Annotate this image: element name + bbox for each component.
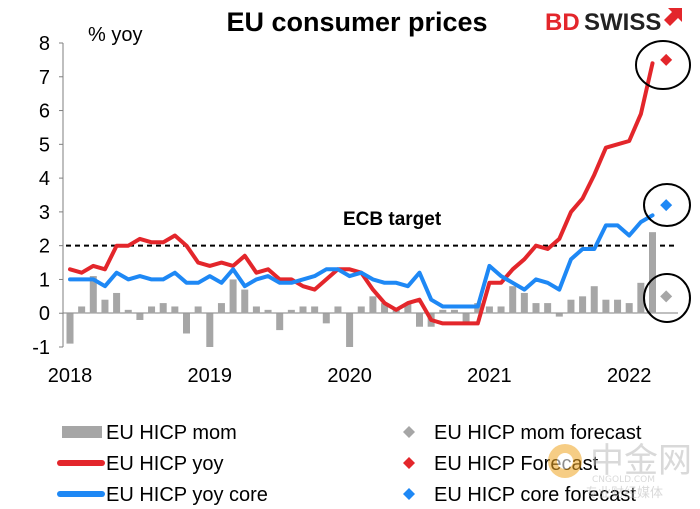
y-tick-label: 8 [39,33,50,55]
mom-bar [66,313,74,344]
mom-bar [509,286,517,314]
mom-bar [439,309,447,314]
mom-bar [369,296,377,314]
logo-bd-text: BD [545,9,580,36]
mom-bar [206,313,214,347]
mom-bar [89,276,97,314]
y-tick-label: 3 [39,202,50,224]
mom-bar [229,279,237,314]
mom-bar [520,292,528,314]
watermark-tagline-text: 专业财经媒体 [585,486,663,501]
mom-bar [311,306,319,314]
watermark-sub-text: CNGOLD.COM [592,475,655,485]
legend-label: EU HICP yoy [106,453,223,475]
x-tick-label: 2020 [327,365,372,387]
legend-label: EU HICP core forecast [434,484,636,506]
mom-bar [183,313,190,334]
y-axis-unit-label: % yoy [88,24,142,46]
mom-bar [194,306,202,314]
logo-arrow-icon [664,8,682,26]
y-tick-label: 7 [39,67,50,89]
mom-bar [276,313,284,331]
mom-bar [614,299,622,314]
mom-bar [404,303,412,314]
mom-bar [113,292,121,314]
y-tick-label: 1 [39,269,50,291]
legend-swatch-diamond [403,488,415,500]
mom-bar [171,306,179,314]
mom-bar [497,306,505,314]
yoy-forecast-marker [660,53,673,66]
legend-label: EU HICP mom [106,422,237,444]
mom-bar [241,289,249,314]
logo-swiss-text: SWISS [584,9,661,36]
legend-swatch-diamond [403,426,415,438]
y-tick-label: 0 [39,303,50,325]
cngold-watermark: 中金网 CNGOLD.COM 专业财经媒体 [548,441,692,501]
x-tick-label: 2018 [48,365,93,387]
chart-title: EU consumer prices [226,7,487,37]
mom-bar [485,306,493,314]
legend-label: EU HICP mom forecast [434,422,642,444]
mom-forecast-marker [660,290,673,303]
ecb-target-label: ECB target [343,209,442,230]
mom-bar [544,303,552,314]
mom-bar [625,303,633,314]
x-tick-label: 2019 [188,365,233,387]
mom-bar [462,313,470,324]
forecast-highlight-circle-mom [643,273,691,323]
mom-bar [124,309,132,314]
mom-bar [299,306,307,314]
watermark-logo-inner-icon [557,453,573,469]
eu-hicp-yoy-core-line [68,213,655,309]
legend-label: EU HICP yoy core [106,484,268,506]
mom-bar [334,306,342,314]
mom-bar [450,309,458,314]
mom-bar [602,299,610,314]
mom-bar [579,296,587,314]
mom-bar [217,303,225,314]
mom-bar [649,232,656,314]
mom-bar [136,313,144,320]
x-tick-label: 2021 [467,365,512,387]
mom-bar [78,306,86,314]
y-tick-label: -1 [32,337,50,359]
bdswiss-logo: BD SWISS [545,8,682,36]
mom-bar [264,309,272,314]
mom-bar [357,306,365,314]
mom-bar [637,282,645,314]
mom-bar [322,313,330,324]
mom-bar [590,286,598,314]
forecast-highlight-circle-core [643,183,691,227]
core-forecast-marker [660,199,673,212]
mom-bar [532,303,540,314]
mom-bar [555,313,563,317]
mom-bar [159,303,167,314]
mom-bar [567,299,575,314]
mom-bar [346,313,354,347]
x-tick-label: 2022 [607,365,652,387]
mom-bar [252,306,260,314]
mom-bar [287,309,295,314]
watermark-main-text: 中金网 [590,441,692,481]
mom-bar [101,299,109,314]
mom-bar [381,303,389,314]
mom-bar [416,313,423,327]
forecast-highlight-circle-yoy [635,40,691,90]
y-tick-label: 6 [39,101,50,123]
mom-bar [148,306,156,314]
y-tick-label: 4 [39,168,50,190]
legend-swatch-diamond [403,457,415,469]
y-tick-label: 5 [39,134,50,156]
eu-hicp-yoy-line [68,61,655,326]
legend-swatch-mom [62,426,102,438]
y-tick-label: 2 [39,236,50,258]
